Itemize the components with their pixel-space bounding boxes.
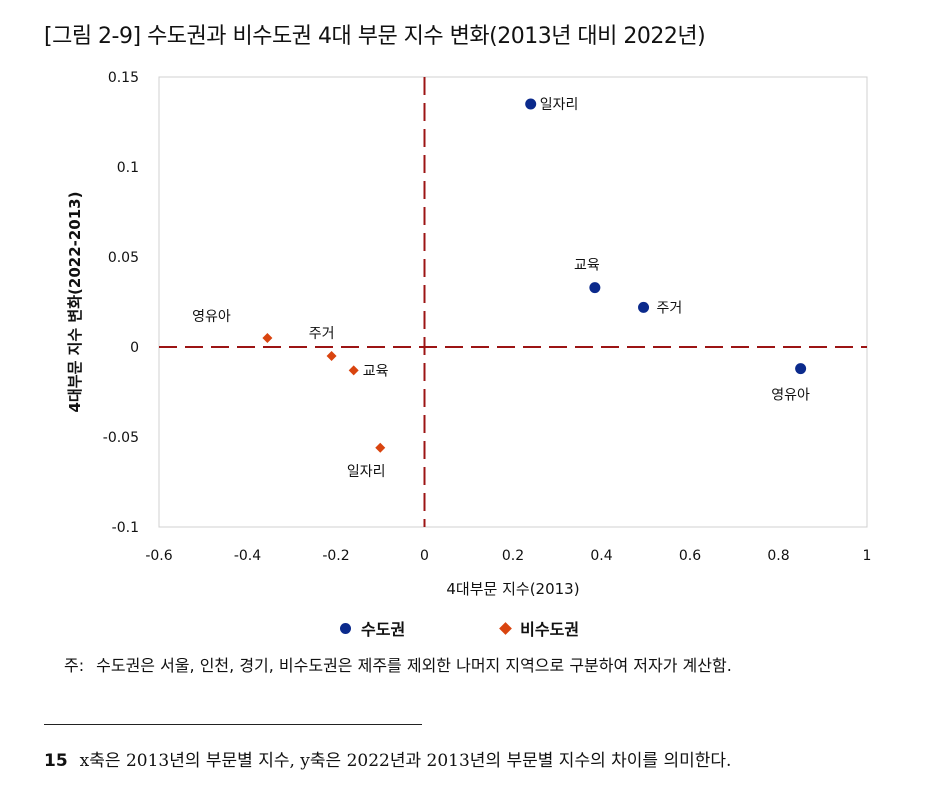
point-label: 교육 — [363, 363, 389, 379]
plot-area — [158, 76, 868, 528]
legend-item-noncapital: 비수도권 — [499, 616, 580, 640]
point-noncapital-0 — [262, 333, 273, 343]
y-tick-label: 0 — [130, 340, 139, 356]
point-noncapital-3 — [375, 442, 386, 453]
y-axis-title: 4대부문 지수 변화(2022-2013) — [66, 192, 84, 413]
x-tick-label: 1 — [863, 548, 872, 564]
y-tick-label: 0.1 — [117, 160, 139, 176]
point-label: 영유아 — [192, 309, 231, 325]
note-text: 수도권은 서울, 인천, 경기, 비수도권은 제주를 제외한 나머지 지역으로 … — [96, 656, 732, 675]
x-tick-label: 0 — [420, 548, 429, 564]
x-axis-title: 4대부문 지수(2013) — [446, 580, 579, 598]
point-label: 주거 — [657, 300, 683, 316]
footnote: 15 x축은 2013년의 부문별 지수, y축은 2022년과 2013년의 부… — [44, 746, 731, 771]
point-label: 영유아 — [771, 388, 810, 404]
scatter-chart: 0.15 0.1 0.05 0 -0.05 -0.1 -0.6 -0.4 -0.2 0 0.2 0.… — [66, 70, 871, 598]
y-tick-label: 0.05 — [108, 250, 139, 266]
chart-note: 주: 수도권은 서울, 인천, 경기, 비수도권은 제주를 제외한 나머지 지역… — [64, 652, 900, 680]
data-points — [262, 98, 807, 453]
point-capital-1 — [589, 282, 601, 294]
y-tick-label: -0.05 — [103, 430, 139, 446]
x-tick-label: 0.6 — [679, 548, 701, 564]
x-tick-label: -0.6 — [145, 548, 172, 564]
legend-label-noncapital: 비수도권 — [520, 620, 580, 639]
figure-title: [그림 2-9] 수도권과 비수도권 4대 부문 지수 변화(2013년 대비 … — [44, 24, 706, 49]
x-tick-label: 0.2 — [502, 548, 524, 564]
point-label: 교육 — [574, 258, 600, 274]
point-capital-3 — [795, 363, 807, 375]
footnote-number: 15 — [44, 751, 68, 771]
x-axis-ticks: -0.6 -0.4 -0.2 0 0.2 0.4 0.6 0.8 1 — [145, 548, 871, 564]
x-tick-label: -0.2 — [322, 548, 349, 564]
y-axis-ticks: 0.15 0.1 0.05 0 -0.05 -0.1 — [103, 70, 139, 536]
y-tick-label: 0.15 — [108, 70, 139, 86]
reference-lines — [159, 77, 867, 527]
point-capital-0 — [525, 98, 537, 110]
point-noncapital-1 — [326, 351, 337, 361]
legend-label-capital: 수도권 — [361, 620, 406, 639]
point-label: 일자리 — [540, 97, 579, 113]
footnote-text: x축은 2013년의 부문별 지수, y축은 2022년과 2013년의 부문별… — [79, 751, 732, 771]
note-prefix: 주: — [64, 656, 85, 675]
legend: 수도권 비수도권 — [340, 616, 579, 640]
x-tick-label: -0.4 — [234, 548, 261, 564]
x-tick-label: 0.8 — [767, 548, 789, 564]
legend-circle-icon — [340, 622, 351, 634]
legend-item-capital: 수도권 — [340, 616, 405, 640]
point-label: 주거 — [309, 326, 335, 342]
point-label: 일자리 — [347, 464, 386, 480]
x-tick-label: 0.4 — [590, 548, 612, 564]
point-capital-2 — [638, 301, 650, 313]
y-tick-label: -0.1 — [112, 520, 139, 536]
footnote-divider — [44, 724, 422, 725]
point-noncapital-2 — [348, 365, 359, 376]
legend-diamond-icon — [499, 621, 513, 635]
